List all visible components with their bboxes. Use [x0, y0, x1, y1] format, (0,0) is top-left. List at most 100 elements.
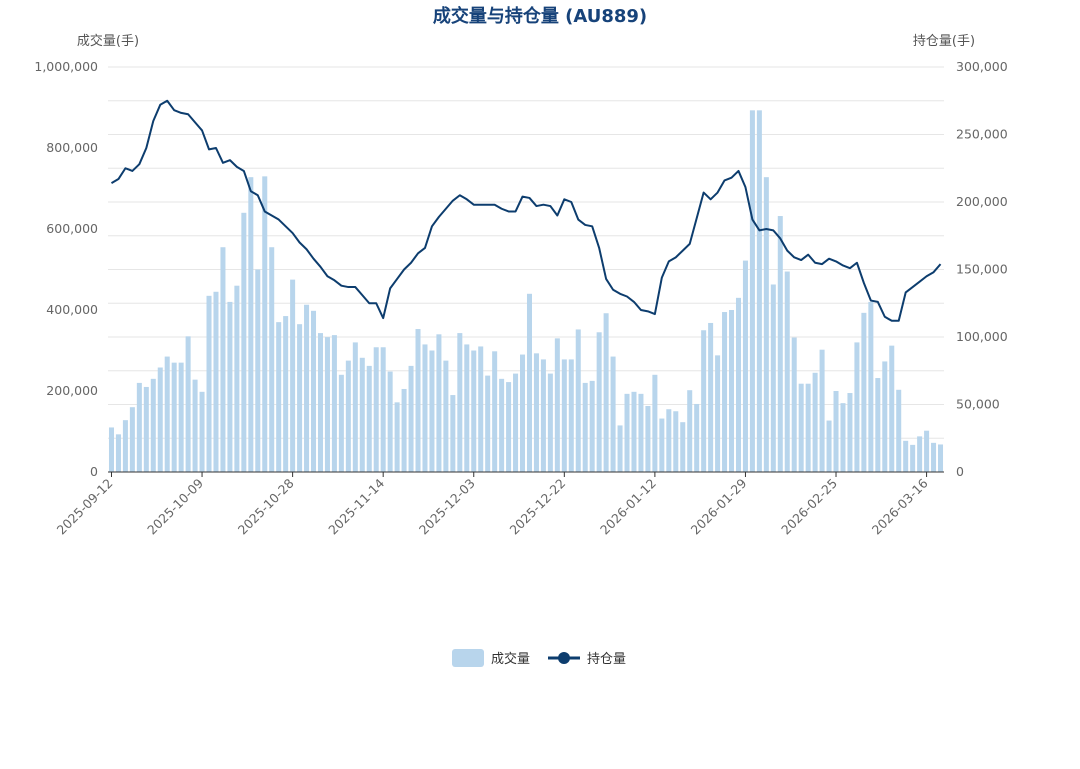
volume-bar [415, 329, 421, 472]
volume-bar [875, 378, 881, 472]
volume-bar [241, 212, 247, 473]
volume-bar [359, 357, 365, 472]
volume-bar [304, 304, 310, 472]
volume-bar [638, 393, 644, 472]
volume-bar [450, 395, 456, 472]
volume-bar [136, 382, 142, 472]
volume-bar [868, 301, 874, 472]
volume-bar [777, 216, 783, 472]
volume-bar [366, 365, 372, 472]
volume-bar [784, 271, 790, 472]
volume-bar [847, 393, 853, 472]
volume-bar [373, 347, 379, 472]
volume-bar [485, 375, 491, 472]
volume-bar [317, 333, 323, 472]
volume-bar [938, 444, 944, 472]
legend-swatch-volume[interactable] [452, 649, 484, 667]
x-tick-label: 2025-11-14 [325, 475, 387, 537]
x-tick-label: 2025-12-03 [416, 476, 478, 538]
volume-bar [492, 351, 498, 472]
volume-bar [227, 301, 233, 472]
x-tick-label: 2025-09-12 [54, 476, 116, 538]
x-tick-label: 2026-03-16 [869, 475, 931, 537]
volume-bar [269, 247, 275, 472]
x-tick-label: 2026-01-29 [688, 475, 750, 537]
volume-bar [596, 332, 602, 472]
right-y-tick-label: 300,000 [956, 59, 1008, 74]
volume-bar [708, 322, 714, 472]
left-y-tick-label: 600,000 [46, 221, 98, 236]
volume-bar [575, 329, 581, 472]
right-y-tick-label: 250,000 [956, 127, 1008, 142]
chart-title: 成交量与持仓量 (AU889) [433, 5, 647, 27]
volume-bar [401, 388, 407, 472]
volume-bar [380, 347, 386, 472]
volume-bar [129, 407, 135, 472]
volume-bar [694, 403, 700, 472]
volume-bar [582, 382, 588, 472]
volume-bar [763, 177, 769, 472]
volume-bar [311, 310, 317, 472]
x-tick-label: 2025-12-22 [506, 476, 568, 538]
volume-bar [283, 316, 289, 472]
grid [108, 66, 944, 439]
volume-bar [645, 405, 651, 472]
left-y-tick-label: 200,000 [46, 383, 98, 398]
volume-bar [910, 444, 916, 472]
x-tick-label: 2025-10-28 [235, 475, 297, 537]
volume-bar [408, 365, 414, 472]
volume-bar [164, 356, 170, 472]
volume-bar [924, 430, 930, 472]
volume-bar [791, 337, 797, 472]
right-y-tick-label: 0 [956, 464, 964, 479]
volume-bar [826, 420, 832, 472]
volume-bar [666, 409, 672, 472]
volume-bar [443, 360, 449, 472]
volume-bar [931, 442, 937, 472]
volume-bar [547, 373, 553, 472]
volume-bar [680, 422, 686, 472]
volume-bar [889, 345, 895, 472]
volume-bar [819, 349, 825, 472]
volume-bar [345, 360, 351, 472]
volume-bar [213, 291, 219, 472]
volume-bar [903, 440, 909, 472]
volume-bar [150, 378, 156, 472]
volume-bar [861, 312, 867, 472]
volume-bar [324, 337, 330, 472]
volume-bar [206, 295, 212, 472]
volume-bars [108, 110, 944, 473]
volume-bar [520, 354, 526, 472]
volume-bar [561, 359, 567, 472]
x-tick-label: 2025-10-09 [144, 475, 206, 537]
volume-bar [122, 420, 128, 472]
volume-bar [192, 379, 198, 472]
volume-bar [540, 359, 546, 472]
volume-bar [115, 434, 121, 472]
volume-bar [568, 359, 574, 472]
volume-bar [471, 350, 477, 472]
volume-bar [533, 353, 539, 472]
volume-bar [157, 367, 163, 472]
volume-bar [464, 344, 470, 472]
volume-bar [526, 293, 532, 472]
volume-bar [108, 427, 114, 472]
volume-bar [436, 334, 442, 472]
volume-bar [617, 425, 623, 472]
volume-bar [220, 247, 226, 472]
volume-bar [659, 418, 665, 472]
legend-label-open-interest[interactable]: 持仓量 [587, 652, 626, 667]
volume-bar [338, 374, 344, 472]
volume-bar [255, 269, 261, 472]
volume-bar [513, 373, 519, 472]
volume-bar [603, 313, 609, 472]
open-interest-series-line [110, 99, 942, 322]
legend[interactable]: 成交量 持仓量 [452, 649, 626, 667]
volume-bar [722, 312, 728, 472]
volume-bar [199, 391, 205, 472]
legend-label-volume[interactable]: 成交量 [491, 651, 530, 667]
volume-bar [352, 342, 358, 472]
volume-bar [143, 386, 149, 472]
volume-bar [715, 355, 721, 472]
legend-marker-open-interest[interactable] [558, 652, 570, 664]
